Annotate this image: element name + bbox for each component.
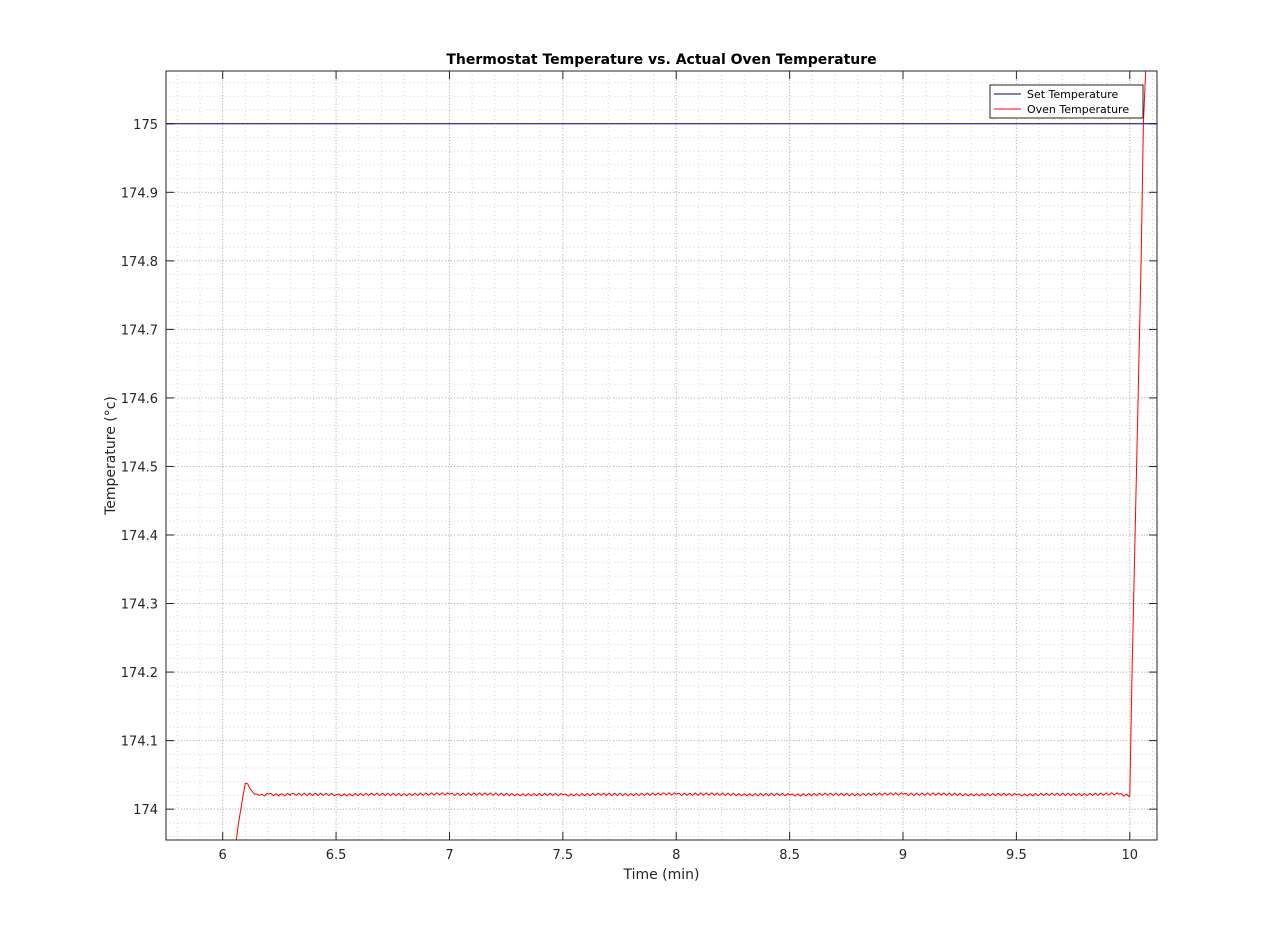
y-tick-label: 174.8 [121,255,158,270]
x-tick-label: 7.5 [553,848,574,863]
legend-box [989,84,1144,119]
x-tick-label: 10 [1122,848,1139,863]
x-axis-label: Time (min) [622,867,699,883]
plot-background [166,71,1157,840]
y-tick-label: 174.2 [121,666,158,681]
y-tick-labels: 174 174.1 174.2 174.3 174.4 174.5 174.6 174.7 17… [121,118,158,818]
series-line-oven-temperature [235,71,1147,840]
x-tick-label: 7 [445,848,453,863]
x-tick-labels: 6 6.5 7 7.5 8 8.5 9 9.5 10 [219,848,1139,863]
x-tick-label: 9 [899,848,907,863]
y-tick-label: 174.5 [121,460,158,475]
y-tick-label: 174 [133,803,158,818]
y-tick-label: 174.4 [121,529,158,544]
y-tick-label: 174.7 [121,323,158,338]
chart-title: Thermostat Temperature vs. Actual Oven T… [446,52,876,68]
legend-label-set-temperature: Set Temperature [1027,88,1118,101]
tick-marks [166,71,1157,840]
x-tick-label: 9.5 [1006,848,1027,863]
y-axis-label: Temperature (°c) [103,396,119,516]
x-tick-label: 8 [672,848,680,863]
legend[interactable]: Set Temperature Oven Temperature [989,84,1144,119]
plot-frame [165,70,1158,841]
legend-label-oven-temperature: Oven Temperature [1027,103,1129,116]
x-tick-label: 6 [219,848,227,863]
y-tick-label: 174.3 [121,598,158,613]
x-tick-label: 8.5 [779,848,800,863]
y-tick-label: 175 [133,118,158,133]
y-tick-label: 174.9 [121,186,158,201]
y-tick-label: 174.1 [121,735,158,750]
x-tick-label: 6.5 [326,848,347,863]
y-tick-label: 174.6 [121,392,158,407]
series-layer [166,71,1157,840]
